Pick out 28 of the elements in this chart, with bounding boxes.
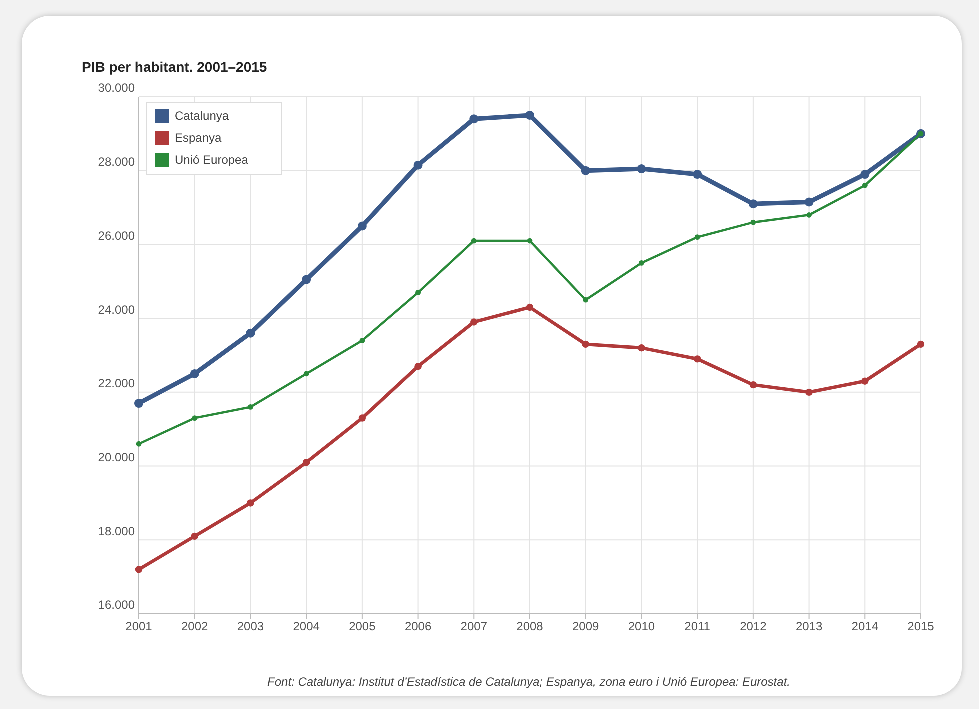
x-tick-label: 2015 xyxy=(908,620,935,634)
legend-label: Unió Europea xyxy=(175,153,249,167)
x-tick-label: 2006 xyxy=(404,620,432,634)
y-tick-label: 28.000 xyxy=(98,155,136,170)
x-tick-label: 2003 xyxy=(237,620,264,634)
y-tick-label: 30.000 xyxy=(98,81,136,96)
x-tick-label: 2011 xyxy=(684,620,711,634)
x-tick-label: 2008 xyxy=(516,620,544,634)
x-tick-label: 2014 xyxy=(852,620,879,634)
x-tick-label: 2012 xyxy=(740,620,768,634)
chart-title: PIB per habitant. 2001–2015 xyxy=(82,59,268,75)
x-tick-label: 2013 xyxy=(796,620,823,634)
text: Font: Catalunya: Institut d’Estadística de Catalunya; Espanya, zona euro i Unió Europea: Eurostat. xyxy=(268,675,790,689)
x-tick-label: 2007 xyxy=(460,620,488,634)
y-tick-label: 24.000 xyxy=(98,302,136,317)
x-tick-label: 2010 xyxy=(628,620,656,634)
y-tick-label: 22.000 xyxy=(98,376,136,391)
x-tick-label: 2005 xyxy=(349,620,376,634)
legend-label: Espanya xyxy=(175,131,222,145)
x-tick-label: 2001 xyxy=(126,620,153,634)
x-tick-label: 2004 xyxy=(293,620,320,634)
y-tick-label: 26.000 xyxy=(98,228,136,243)
x-tick-label: 2009 xyxy=(572,620,600,634)
y-tick-label: 20.000 xyxy=(98,450,136,464)
x-tick-label: 2002 xyxy=(182,620,209,634)
y-tick-label: 16.000 xyxy=(98,598,136,612)
y-tick-label: 18.000 xyxy=(98,524,136,538)
legend-label: Catalunya xyxy=(175,109,230,123)
